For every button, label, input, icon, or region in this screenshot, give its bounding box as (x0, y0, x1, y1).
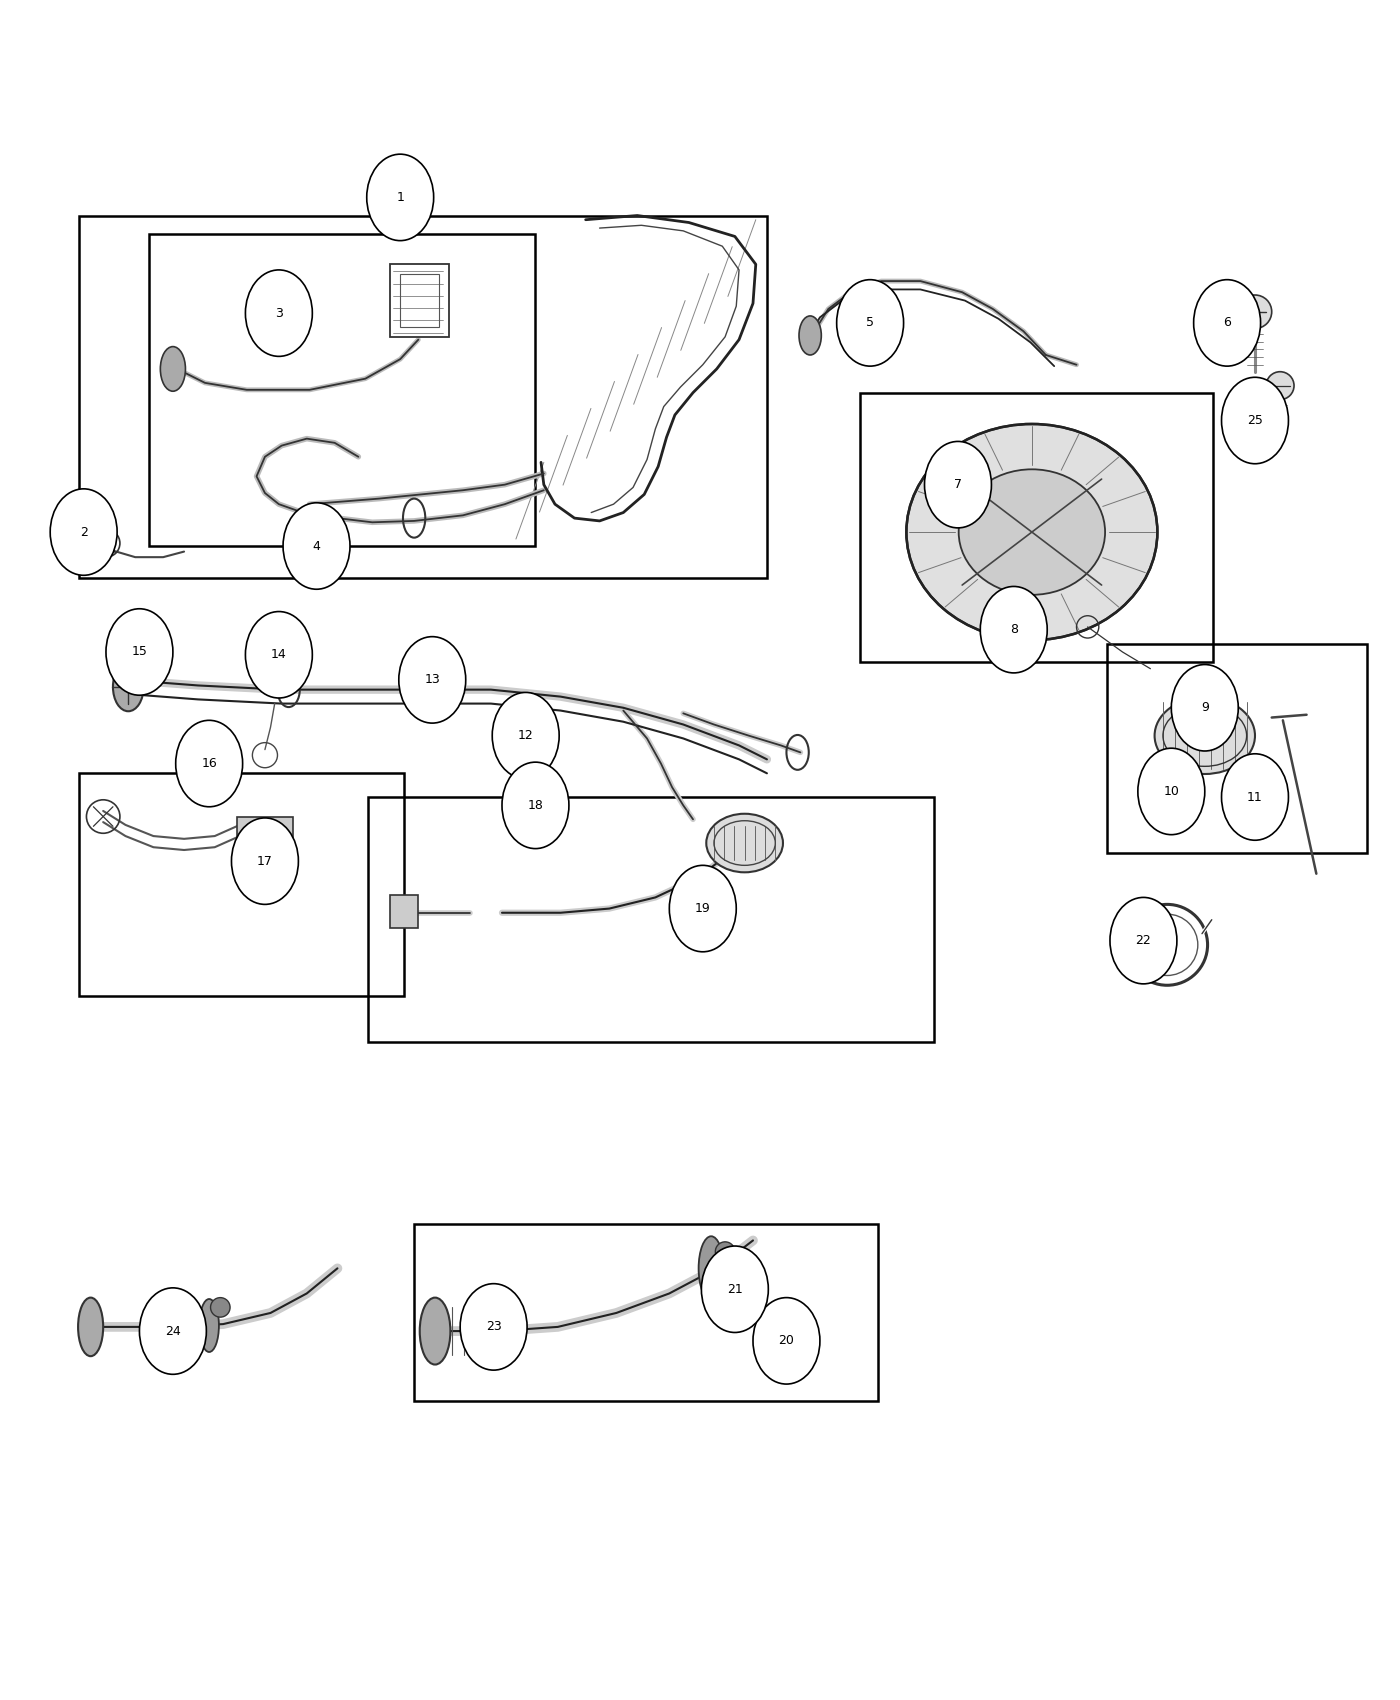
Bar (391, 264, 449, 337)
Text: 19: 19 (694, 903, 711, 915)
Ellipse shape (1172, 665, 1238, 751)
Bar (237, 816, 293, 855)
Ellipse shape (1194, 280, 1260, 366)
Ellipse shape (283, 503, 350, 590)
Ellipse shape (161, 347, 185, 391)
Ellipse shape (799, 316, 822, 355)
Ellipse shape (50, 490, 118, 575)
Circle shape (210, 1297, 230, 1318)
Ellipse shape (1138, 748, 1205, 835)
Text: 25: 25 (1247, 415, 1263, 427)
Ellipse shape (420, 1297, 451, 1365)
Text: 16: 16 (202, 756, 217, 770)
Text: 6: 6 (1224, 316, 1231, 330)
Ellipse shape (669, 865, 736, 952)
Text: 10: 10 (1163, 785, 1179, 797)
Ellipse shape (461, 1284, 526, 1370)
Bar (414, 1224, 878, 1401)
Ellipse shape (78, 1297, 104, 1357)
Ellipse shape (231, 818, 298, 904)
Ellipse shape (175, 721, 242, 808)
Text: 7: 7 (953, 478, 962, 491)
Ellipse shape (706, 814, 783, 872)
Text: 12: 12 (518, 729, 533, 743)
Text: 14: 14 (272, 648, 287, 661)
Circle shape (1238, 296, 1271, 328)
Bar (1107, 644, 1366, 853)
Text: 3: 3 (274, 306, 283, 320)
Ellipse shape (245, 612, 312, 699)
Ellipse shape (1222, 377, 1288, 464)
Bar (80, 774, 405, 996)
Ellipse shape (199, 1299, 218, 1352)
Bar (391, 894, 419, 928)
Ellipse shape (906, 423, 1158, 641)
Ellipse shape (1155, 697, 1254, 774)
Ellipse shape (493, 692, 559, 779)
Ellipse shape (959, 469, 1105, 595)
Text: 18: 18 (528, 799, 543, 813)
Text: 15: 15 (132, 646, 147, 658)
Ellipse shape (399, 636, 466, 722)
Ellipse shape (980, 586, 1047, 673)
Text: 1: 1 (396, 190, 405, 204)
Ellipse shape (753, 1297, 820, 1384)
Bar (861, 393, 1214, 661)
Text: 8: 8 (1009, 624, 1018, 636)
Ellipse shape (140, 1289, 206, 1374)
Text: 2: 2 (80, 525, 88, 539)
Text: 21: 21 (727, 1284, 743, 1295)
Ellipse shape (503, 762, 568, 848)
Text: 5: 5 (867, 316, 874, 330)
Bar (150, 233, 535, 546)
Text: 20: 20 (778, 1334, 794, 1348)
Ellipse shape (699, 1236, 724, 1300)
Text: 13: 13 (424, 673, 440, 687)
Text: 4: 4 (312, 539, 321, 552)
Text: 23: 23 (486, 1321, 501, 1333)
Circle shape (715, 1241, 735, 1261)
Ellipse shape (1110, 898, 1177, 984)
Bar (400, 274, 440, 326)
Bar (80, 216, 767, 578)
Ellipse shape (367, 155, 434, 241)
Ellipse shape (106, 609, 172, 695)
Text: 9: 9 (1201, 702, 1208, 714)
Text: 24: 24 (165, 1324, 181, 1338)
Ellipse shape (837, 280, 903, 366)
Ellipse shape (924, 442, 991, 529)
Ellipse shape (701, 1246, 769, 1333)
Text: 22: 22 (1135, 933, 1151, 947)
Text: 17: 17 (258, 855, 273, 867)
Ellipse shape (245, 270, 312, 357)
Ellipse shape (1222, 753, 1288, 840)
Text: 11: 11 (1247, 790, 1263, 804)
Ellipse shape (113, 663, 144, 711)
Bar (368, 797, 934, 1042)
Circle shape (1266, 372, 1294, 400)
